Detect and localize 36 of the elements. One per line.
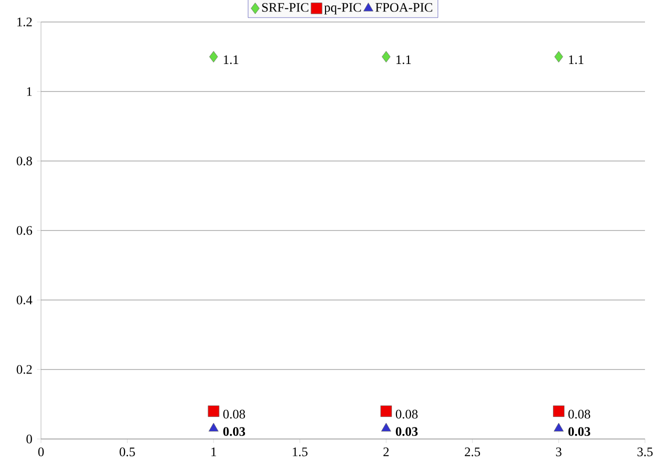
- legend-label: SRF-PIC: [262, 3, 308, 12]
- point: [554, 422, 564, 432]
- point: [553, 405, 564, 417]
- y-tick-label: 0.6: [16, 226, 32, 235]
- data-label: 0.03: [396, 427, 418, 436]
- point: [554, 51, 564, 62]
- point: [381, 422, 392, 432]
- data-label: 1.1: [224, 55, 238, 64]
- data-label: 0.03: [223, 427, 246, 436]
- point: [208, 422, 219, 432]
- data-label: 0.08: [568, 410, 590, 419]
- legend-label: FPOA-PIC: [375, 3, 432, 12]
- x-tick-label: 0.5: [120, 448, 135, 456]
- x-tick-label: 3: [556, 448, 562, 456]
- point: [209, 51, 218, 62]
- y-tick-label: 0.2: [16, 365, 32, 374]
- point: [208, 405, 220, 417]
- data-label: 1.1: [396, 55, 411, 64]
- y-tick-label: 0: [26, 434, 32, 444]
- y-tick-label: 0.4: [16, 296, 32, 304]
- x-tick-label: 2.5: [464, 448, 480, 456]
- x-tick-label: 0: [38, 448, 44, 456]
- data-label: 0.08: [396, 410, 418, 419]
- x-tick-label: 3.5: [638, 448, 653, 456]
- data-label: 1.1: [569, 55, 584, 64]
- x-tick-label: 2: [383, 448, 389, 456]
- data-label: 0.03: [568, 427, 590, 436]
- y-tick-label: 0.8: [16, 156, 32, 166]
- point: [380, 405, 392, 417]
- legend-label: pq-PIC: [324, 3, 361, 14]
- x-tick-label: 1.5: [292, 448, 308, 456]
- point: [382, 51, 390, 62]
- x-tick-label: 1: [211, 448, 216, 456]
- y-tick-label: 1: [27, 87, 32, 96]
- y-tick-label: 1.2: [17, 18, 32, 26]
- data-label: 0.08: [223, 410, 246, 419]
